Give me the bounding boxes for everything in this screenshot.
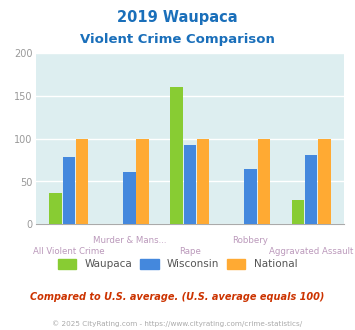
- Bar: [197, 139, 209, 224]
- Bar: [291, 200, 304, 224]
- Text: © 2025 CityRating.com - https://www.cityrating.com/crime-statistics/: © 2025 CityRating.com - https://www.city…: [53, 320, 302, 327]
- Text: Compared to U.S. average. (U.S. average equals 100): Compared to U.S. average. (U.S. average …: [30, 292, 325, 302]
- Bar: [170, 87, 183, 224]
- Bar: [244, 170, 257, 224]
- Legend: Waupaca, Wisconsin, National: Waupaca, Wisconsin, National: [54, 254, 301, 273]
- Text: Aggravated Assault: Aggravated Assault: [269, 247, 353, 256]
- Bar: [49, 193, 62, 224]
- Text: 2019 Waupaca: 2019 Waupaca: [117, 10, 238, 25]
- Text: Violent Crime Comparison: Violent Crime Comparison: [80, 33, 275, 46]
- Bar: [62, 157, 75, 224]
- Bar: [318, 139, 331, 224]
- Bar: [258, 139, 270, 224]
- Bar: [136, 139, 149, 224]
- Bar: [76, 139, 88, 224]
- Bar: [305, 155, 317, 224]
- Bar: [184, 145, 196, 224]
- Text: Rape: Rape: [179, 247, 201, 256]
- Text: Robbery: Robbery: [233, 236, 268, 245]
- Text: Murder & Mans...: Murder & Mans...: [93, 236, 166, 245]
- Bar: [123, 172, 136, 224]
- Text: All Violent Crime: All Violent Crime: [33, 247, 105, 256]
